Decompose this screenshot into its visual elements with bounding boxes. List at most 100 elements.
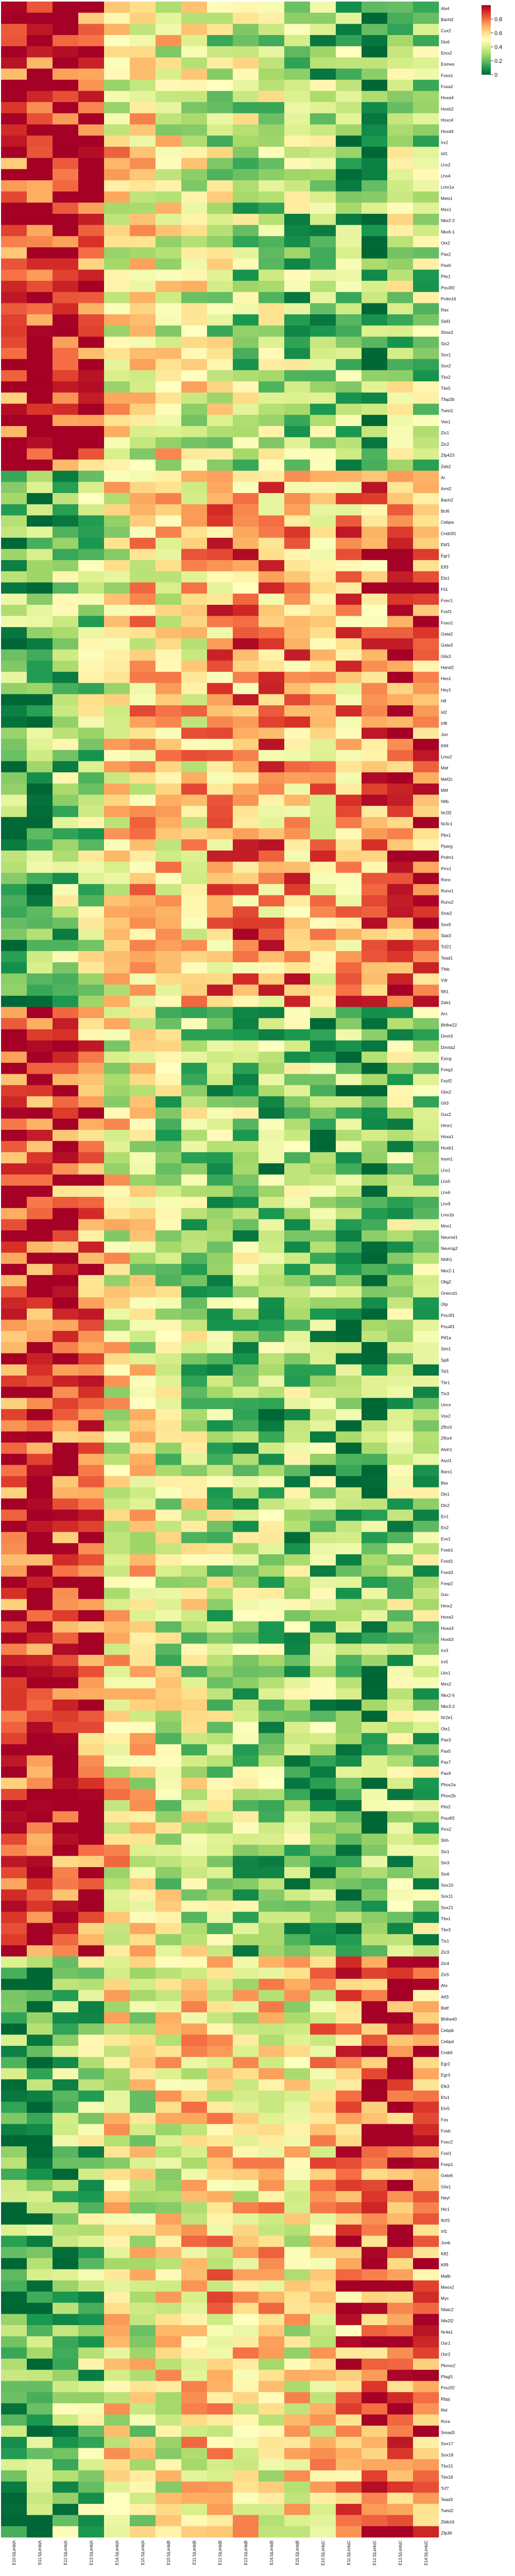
heatmap-cell (27, 638, 53, 650)
heatmap-cell (336, 1856, 362, 1868)
heatmap-cell (233, 1565, 259, 1577)
heatmap-cell (53, 537, 79, 549)
row-label: Hoxc4 (441, 117, 453, 123)
heatmap-cell (78, 2235, 105, 2247)
heatmap-cell (259, 225, 285, 236)
heatmap-cell (336, 828, 362, 840)
heatmap-cell (310, 772, 336, 784)
row-label: Tcf7 (441, 2486, 449, 2491)
heatmap-cell (181, 1052, 208, 1063)
heatmap-cell (362, 1085, 388, 1097)
heatmap-cell (181, 660, 208, 672)
heatmap-cell (156, 671, 182, 683)
heatmap-cell (233, 448, 259, 460)
row-label: Six2 (441, 341, 450, 346)
heatmap-cell (156, 1487, 182, 1499)
heatmap-cell (130, 1777, 156, 1789)
heatmap-cell (362, 482, 388, 494)
heatmap-cell (207, 1319, 233, 1331)
heatmap-cell (207, 1129, 233, 1141)
heatmap-cell (413, 2426, 439, 2437)
heatmap-cell (259, 1610, 285, 1622)
heatmap-cell (27, 515, 53, 527)
heatmap-cell (310, 1275, 336, 1286)
heatmap-cell (233, 973, 259, 985)
heatmap-cell (413, 1733, 439, 1744)
heatmap-cell (78, 348, 105, 360)
heatmap-cell (310, 1476, 336, 1488)
heatmap-cell (181, 594, 208, 605)
heatmap-cell (336, 236, 362, 248)
heatmap-cell (387, 57, 414, 69)
heatmap-cell (336, 594, 362, 605)
heatmap-cell (27, 1465, 53, 1477)
heatmap-cell (156, 46, 182, 58)
heatmap-cell (181, 191, 208, 203)
heatmap-cell (104, 1353, 130, 1365)
heatmap-cell (130, 1096, 156, 1108)
heatmap-cell (336, 2403, 362, 2415)
heatmap-cell (259, 191, 285, 203)
heatmap-cell (310, 1487, 336, 1499)
heatmap-cell (181, 649, 208, 661)
heatmap-cell (310, 2481, 336, 2493)
heatmap-cell (104, 1465, 130, 1477)
heatmap-cell (78, 1766, 105, 1778)
heatmap-cell (207, 1833, 233, 1845)
heatmap-cell (156, 1733, 182, 1744)
heatmap-cell (413, 806, 439, 818)
heatmap-cell (156, 1219, 182, 1231)
heatmap-cell (413, 1755, 439, 1767)
heatmap-cell (387, 1688, 414, 1700)
heatmap-cell (53, 2359, 79, 2370)
heatmap-cell (27, 1085, 53, 1097)
heatmap-cell (53, 1364, 79, 1376)
heatmap-cell (310, 1118, 336, 1130)
heatmap-cell (130, 504, 156, 516)
heatmap-cell (181, 1833, 208, 1845)
heatmap-cell (207, 2459, 233, 2471)
heatmap-cell (1, 1163, 27, 1175)
heatmap-cell (284, 1911, 311, 1923)
heatmap-cell (207, 2369, 233, 2381)
heatmap-cell (104, 2135, 130, 2147)
heatmap-cell (130, 571, 156, 583)
heatmap-cell (207, 1911, 233, 1923)
row-label: Hoxb1 (441, 1145, 454, 1150)
heatmap-cell (130, 236, 156, 248)
heatmap-cell (156, 2325, 182, 2337)
row-label: Runx2 (441, 900, 454, 905)
heatmap-cell (181, 2459, 208, 2471)
heatmap-cell (104, 1364, 130, 1376)
heatmap-cell (336, 649, 362, 661)
heatmap-cell (413, 1420, 439, 1432)
heatmap-cell (233, 1029, 259, 1041)
heatmap-cell (233, 1241, 259, 1253)
heatmap-cell (336, 415, 362, 427)
heatmap-cell (130, 1331, 156, 1343)
heatmap-cell (53, 146, 79, 158)
heatmap-cell (53, 2459, 79, 2471)
heatmap-cell (104, 314, 130, 326)
heatmap-cell (181, 1286, 208, 1298)
row-label: Snai2 (441, 911, 452, 916)
heatmap-cell (78, 325, 105, 337)
row-label: Eomes (441, 62, 454, 67)
heatmap-cell (310, 683, 336, 694)
heatmap-cell (156, 1688, 182, 1700)
heatmap-cell (336, 2258, 362, 2269)
heatmap-cell (233, 705, 259, 717)
heatmap-cell (156, 2090, 182, 2102)
heatmap-cell (130, 1565, 156, 1577)
heatmap-cell (387, 1710, 414, 1722)
heatmap-cell (207, 783, 233, 795)
heatmap-cell (27, 460, 53, 471)
heatmap-cell (310, 158, 336, 170)
heatmap-cell (413, 1297, 439, 1309)
heatmap-cell (284, 1219, 311, 1231)
heatmap-cell (284, 303, 311, 315)
heatmap-cell (1, 683, 27, 694)
heatmap-cell (1, 1934, 27, 1946)
heatmap-cell (413, 2202, 439, 2214)
heatmap-cell (156, 1197, 182, 1209)
